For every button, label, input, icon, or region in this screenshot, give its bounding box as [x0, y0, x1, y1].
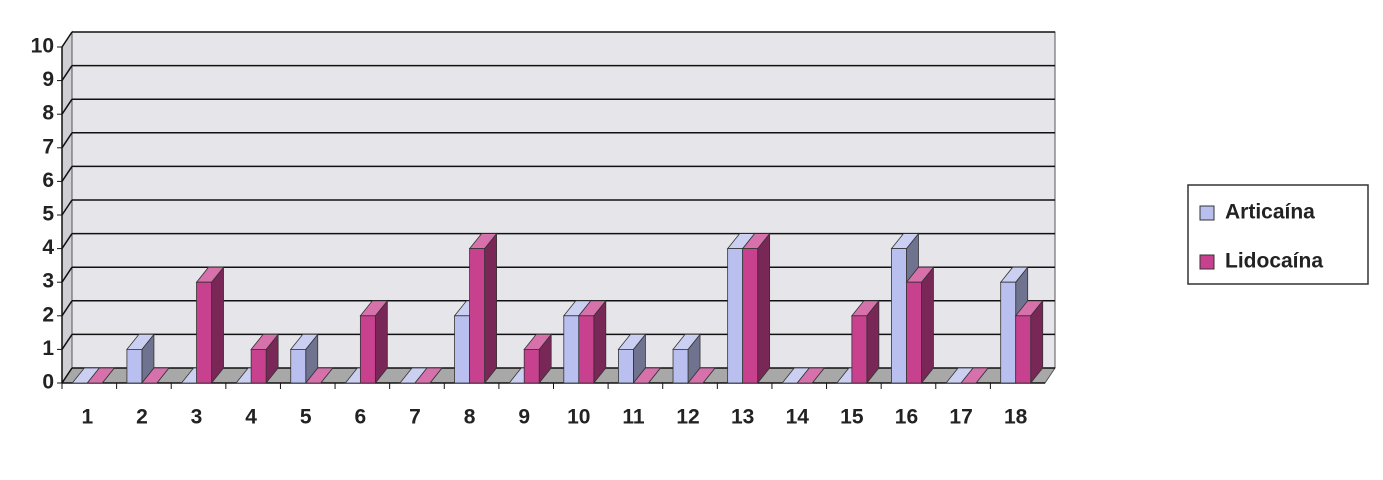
x-tick-label: 16: [895, 406, 918, 429]
bar-side: [757, 232, 771, 385]
bar: [126, 348, 143, 384]
bar: [469, 248, 485, 384]
y-tick-label: 8: [42, 102, 54, 125]
grid-line-side: [61, 31, 73, 48]
bar: [851, 315, 868, 384]
bar: [523, 348, 540, 384]
y-tick-label: 0: [42, 371, 54, 394]
grid-line-side: [61, 300, 73, 317]
bar: [1015, 315, 1032, 384]
grid-line-side: [61, 199, 73, 216]
bar-top: [304, 367, 334, 384]
x-tick-label: 11: [622, 406, 645, 429]
bar-top: [687, 367, 716, 384]
x-tick-label: 9: [518, 406, 530, 429]
bar-top: [414, 367, 443, 384]
bar: [618, 348, 634, 384]
y-tick-label: 5: [42, 203, 54, 226]
legend-swatch: [1199, 254, 1215, 270]
x-tick-label: 17: [949, 406, 972, 429]
bar: [290, 348, 307, 384]
bar: [891, 248, 907, 384]
bar: [1000, 281, 1017, 384]
x-tick-label: 14: [786, 406, 810, 429]
bar-top: [632, 367, 662, 384]
bar-top: [960, 367, 989, 384]
y-tick-label: 2: [42, 303, 54, 326]
x-tick-label: 15: [840, 406, 864, 429]
grid-line-side: [61, 65, 73, 82]
bar: [742, 248, 759, 384]
x-tick-label: 3: [191, 406, 203, 429]
legend-box: [1187, 184, 1369, 285]
bar: [727, 248, 744, 384]
x-tick-label: 4: [245, 406, 257, 429]
x-tick-label: 2: [136, 406, 148, 429]
grid-line-side: [61, 233, 73, 250]
bar: [578, 315, 595, 384]
y-tick-label: 10: [31, 35, 54, 58]
bar-top: [141, 367, 170, 384]
grid-line-side: [61, 98, 73, 115]
bar-side: [921, 266, 934, 385]
x-tick-label: 6: [355, 406, 367, 429]
y-tick-label: 3: [42, 270, 54, 293]
bar: [906, 281, 922, 384]
x-tick-label: 8: [464, 406, 476, 429]
y-tick-label: 1: [42, 337, 54, 360]
legend-label: Lidocaína: [1225, 250, 1323, 273]
y-tick-label: 6: [42, 169, 54, 192]
y-tick-label: 4: [42, 236, 54, 259]
y-tick-label: 9: [42, 68, 54, 91]
bar: [563, 315, 580, 384]
grid-line-side: [61, 132, 73, 149]
x-tick-label: 5: [300, 406, 312, 429]
bar-side: [211, 266, 224, 385]
bar-top: [796, 367, 826, 384]
x-tick-label: 13: [731, 406, 754, 429]
x-tick-label: 7: [409, 406, 421, 429]
bar-side: [484, 232, 497, 385]
bar: [672, 348, 689, 384]
x-tick-label: 12: [676, 406, 699, 429]
legend-swatch: [1199, 205, 1215, 221]
grid-line-side: [61, 165, 73, 182]
grid-line-side: [61, 367, 73, 384]
x-tick-label: 18: [1004, 406, 1028, 429]
x-tick-label: 10: [567, 406, 590, 429]
grid-line-side: [61, 266, 73, 283]
bar: [359, 315, 376, 384]
grid-line-side: [61, 333, 73, 350]
y-tick-label: 7: [42, 135, 54, 158]
legend-label: Articaína: [1225, 201, 1315, 224]
x-tick-label: 1: [81, 406, 93, 429]
bar: [196, 281, 212, 384]
bar: [250, 348, 267, 384]
bar-top: [86, 367, 116, 384]
bar: [454, 315, 470, 384]
